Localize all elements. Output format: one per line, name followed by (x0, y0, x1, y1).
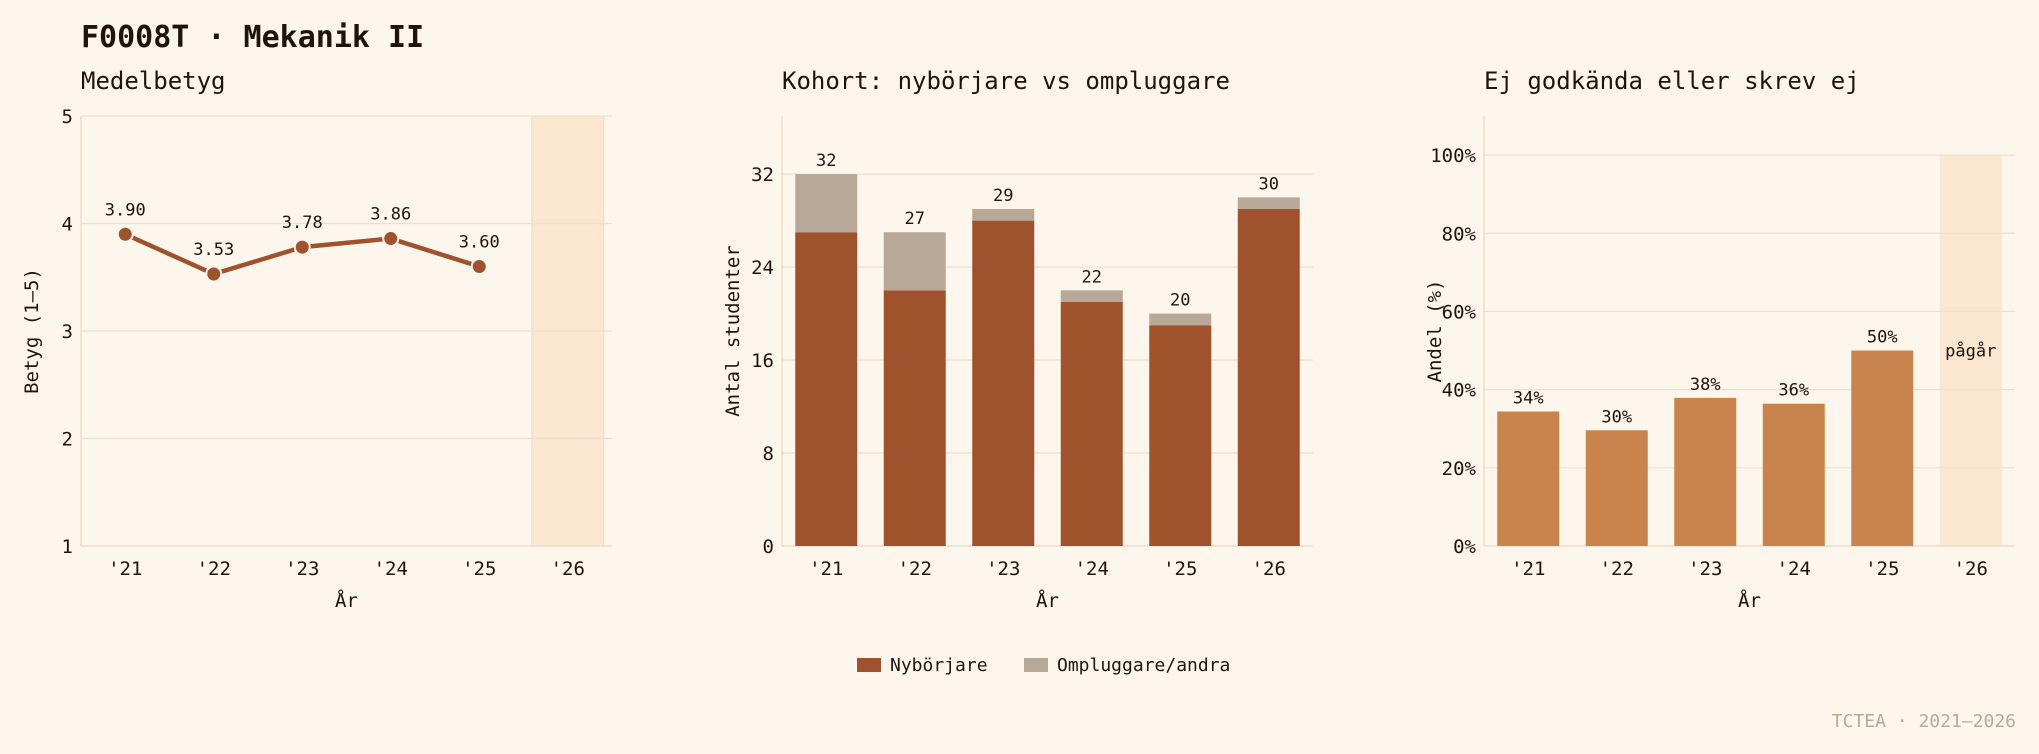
data-label: 3.90 (105, 200, 146, 220)
y-tick-label: 16 (751, 350, 774, 372)
y-tick-label: 100% (1430, 145, 1476, 167)
y-tick-label: 1 (62, 536, 73, 558)
x-tick-label: '26 (1252, 558, 1286, 580)
x-tick-label: '21 (1511, 558, 1545, 580)
panel-kohort: Kohort: nybörjare vs ompluggare 0 8 16 24 32 Å… (722, 67, 1313, 612)
data-label: 36% (1778, 381, 1809, 401)
bar-nyborjare (795, 232, 858, 546)
x-axis-label: År (1738, 589, 1761, 612)
legend: Nybörjare Ompluggare/andra (857, 655, 1230, 676)
y-tick-label: 40% (1442, 380, 1477, 402)
y-tick-label: 0 (763, 536, 774, 558)
bar-ompluggare (795, 174, 858, 233)
panel-ej-godkanda: Ej godkända eller skrev ej 0% 20% 40% 60% 80%… (1424, 67, 2015, 612)
legend-swatch (857, 658, 881, 672)
x-tick-label: '25 (1865, 558, 1899, 580)
bar-total-label: 32 (816, 151, 836, 171)
bar-total-label: 22 (1082, 267, 1102, 287)
y-tick-label: 8 (763, 443, 774, 465)
bar-ompluggare (972, 208, 1035, 221)
bar (1497, 411, 1560, 546)
x-tick-label: '24 (1075, 558, 1109, 580)
data-label: 30% (1601, 407, 1632, 427)
x-tick-label: '22 (898, 558, 932, 580)
data-label: 38% (1690, 375, 1721, 395)
bar-total-label: 29 (993, 186, 1013, 206)
y-tick-label: 2 (62, 429, 73, 451)
data-point (205, 265, 223, 283)
legend-entry: Ompluggare/andra (1057, 655, 1230, 676)
bar-ompluggare (1149, 313, 1212, 326)
y-tick-label: 3 (62, 321, 73, 343)
x-tick-label: '22 (1600, 558, 1634, 580)
bar-ompluggare (883, 232, 946, 291)
x-tick-label: '25 (462, 558, 496, 580)
bar-total-label: 30 (1259, 174, 1279, 194)
y-tick-label: 5 (62, 106, 73, 128)
y-tick-label: 0% (1453, 536, 1476, 558)
bar-ompluggare (1237, 197, 1300, 209)
bar-nyborjare (883, 290, 946, 546)
bar (1585, 430, 1648, 546)
bar-nyborjare (972, 220, 1035, 546)
data-point (293, 238, 311, 256)
x-tick-label: '21 (108, 558, 142, 580)
chart-title: Medelbetyg (81, 67, 226, 95)
y-tick-label: 20% (1442, 458, 1477, 480)
data-label: 3.86 (370, 205, 411, 225)
x-axis-label: År (1036, 589, 1059, 612)
chart-title: Ej godkända eller skrev ej (1484, 67, 1860, 95)
y-tick-label: 80% (1442, 223, 1477, 245)
ongoing-label: pågår (1945, 340, 1996, 361)
x-tick-label: '23 (986, 558, 1020, 580)
panel-medelbetyg: Medelbetyg 1 2 3 4 5 År Betyg (1–5) '21 '22 '23 '24… (21, 67, 612, 612)
y-axis-label: Betyg (1–5) (21, 268, 43, 394)
data-point (470, 258, 488, 275)
x-tick-label: '25 (1163, 558, 1197, 580)
data-label: 34% (1513, 389, 1544, 409)
chart-title: Kohort: nybörjare vs ompluggare (782, 67, 1230, 95)
x-tick-label: '23 (285, 558, 319, 580)
data-point (382, 230, 400, 248)
bar (1762, 403, 1825, 546)
bar-total-label: 27 (905, 209, 925, 229)
data-label: 3.60 (459, 233, 500, 253)
y-tick-label: 4 (62, 214, 73, 236)
bar-nyborjare (1060, 301, 1123, 546)
bar-ompluggare (1060, 290, 1123, 302)
x-tick-label: '26 (551, 558, 585, 580)
x-tick-label: '24 (1777, 558, 1811, 580)
y-axis-label: Antal studenter (722, 245, 744, 417)
x-tick-label: '22 (197, 558, 231, 580)
ongoing-shade (1939, 155, 2002, 546)
data-label: 3.78 (282, 213, 323, 233)
data-label: 50% (1867, 328, 1898, 348)
x-tick-label: '24 (374, 558, 408, 580)
footer-credit: TCTEA · 2021–2026 (1832, 711, 2016, 732)
bar (1674, 397, 1737, 546)
y-tick-label: 32 (751, 164, 774, 186)
bar-nyborjare (1149, 325, 1212, 546)
x-tick-label: '21 (809, 558, 843, 580)
data-point (116, 225, 134, 243)
bar-nyborjare (1237, 208, 1300, 547)
bar-total-label: 20 (1170, 291, 1190, 311)
data-label: 3.53 (193, 240, 234, 260)
y-tick-label: 24 (751, 257, 774, 279)
legend-swatch (1024, 658, 1048, 672)
page-title: F0008T · Mekanik II (81, 20, 424, 55)
x-tick-label: '26 (1954, 558, 1988, 580)
y-axis-label: Andel (%) (1424, 280, 1446, 383)
x-tick-label: '23 (1688, 558, 1722, 580)
legend-entry: Nybörjare (890, 655, 988, 676)
x-axis-label: År (335, 589, 358, 612)
bar (1851, 350, 1914, 546)
y-tick-label: 60% (1442, 301, 1477, 323)
